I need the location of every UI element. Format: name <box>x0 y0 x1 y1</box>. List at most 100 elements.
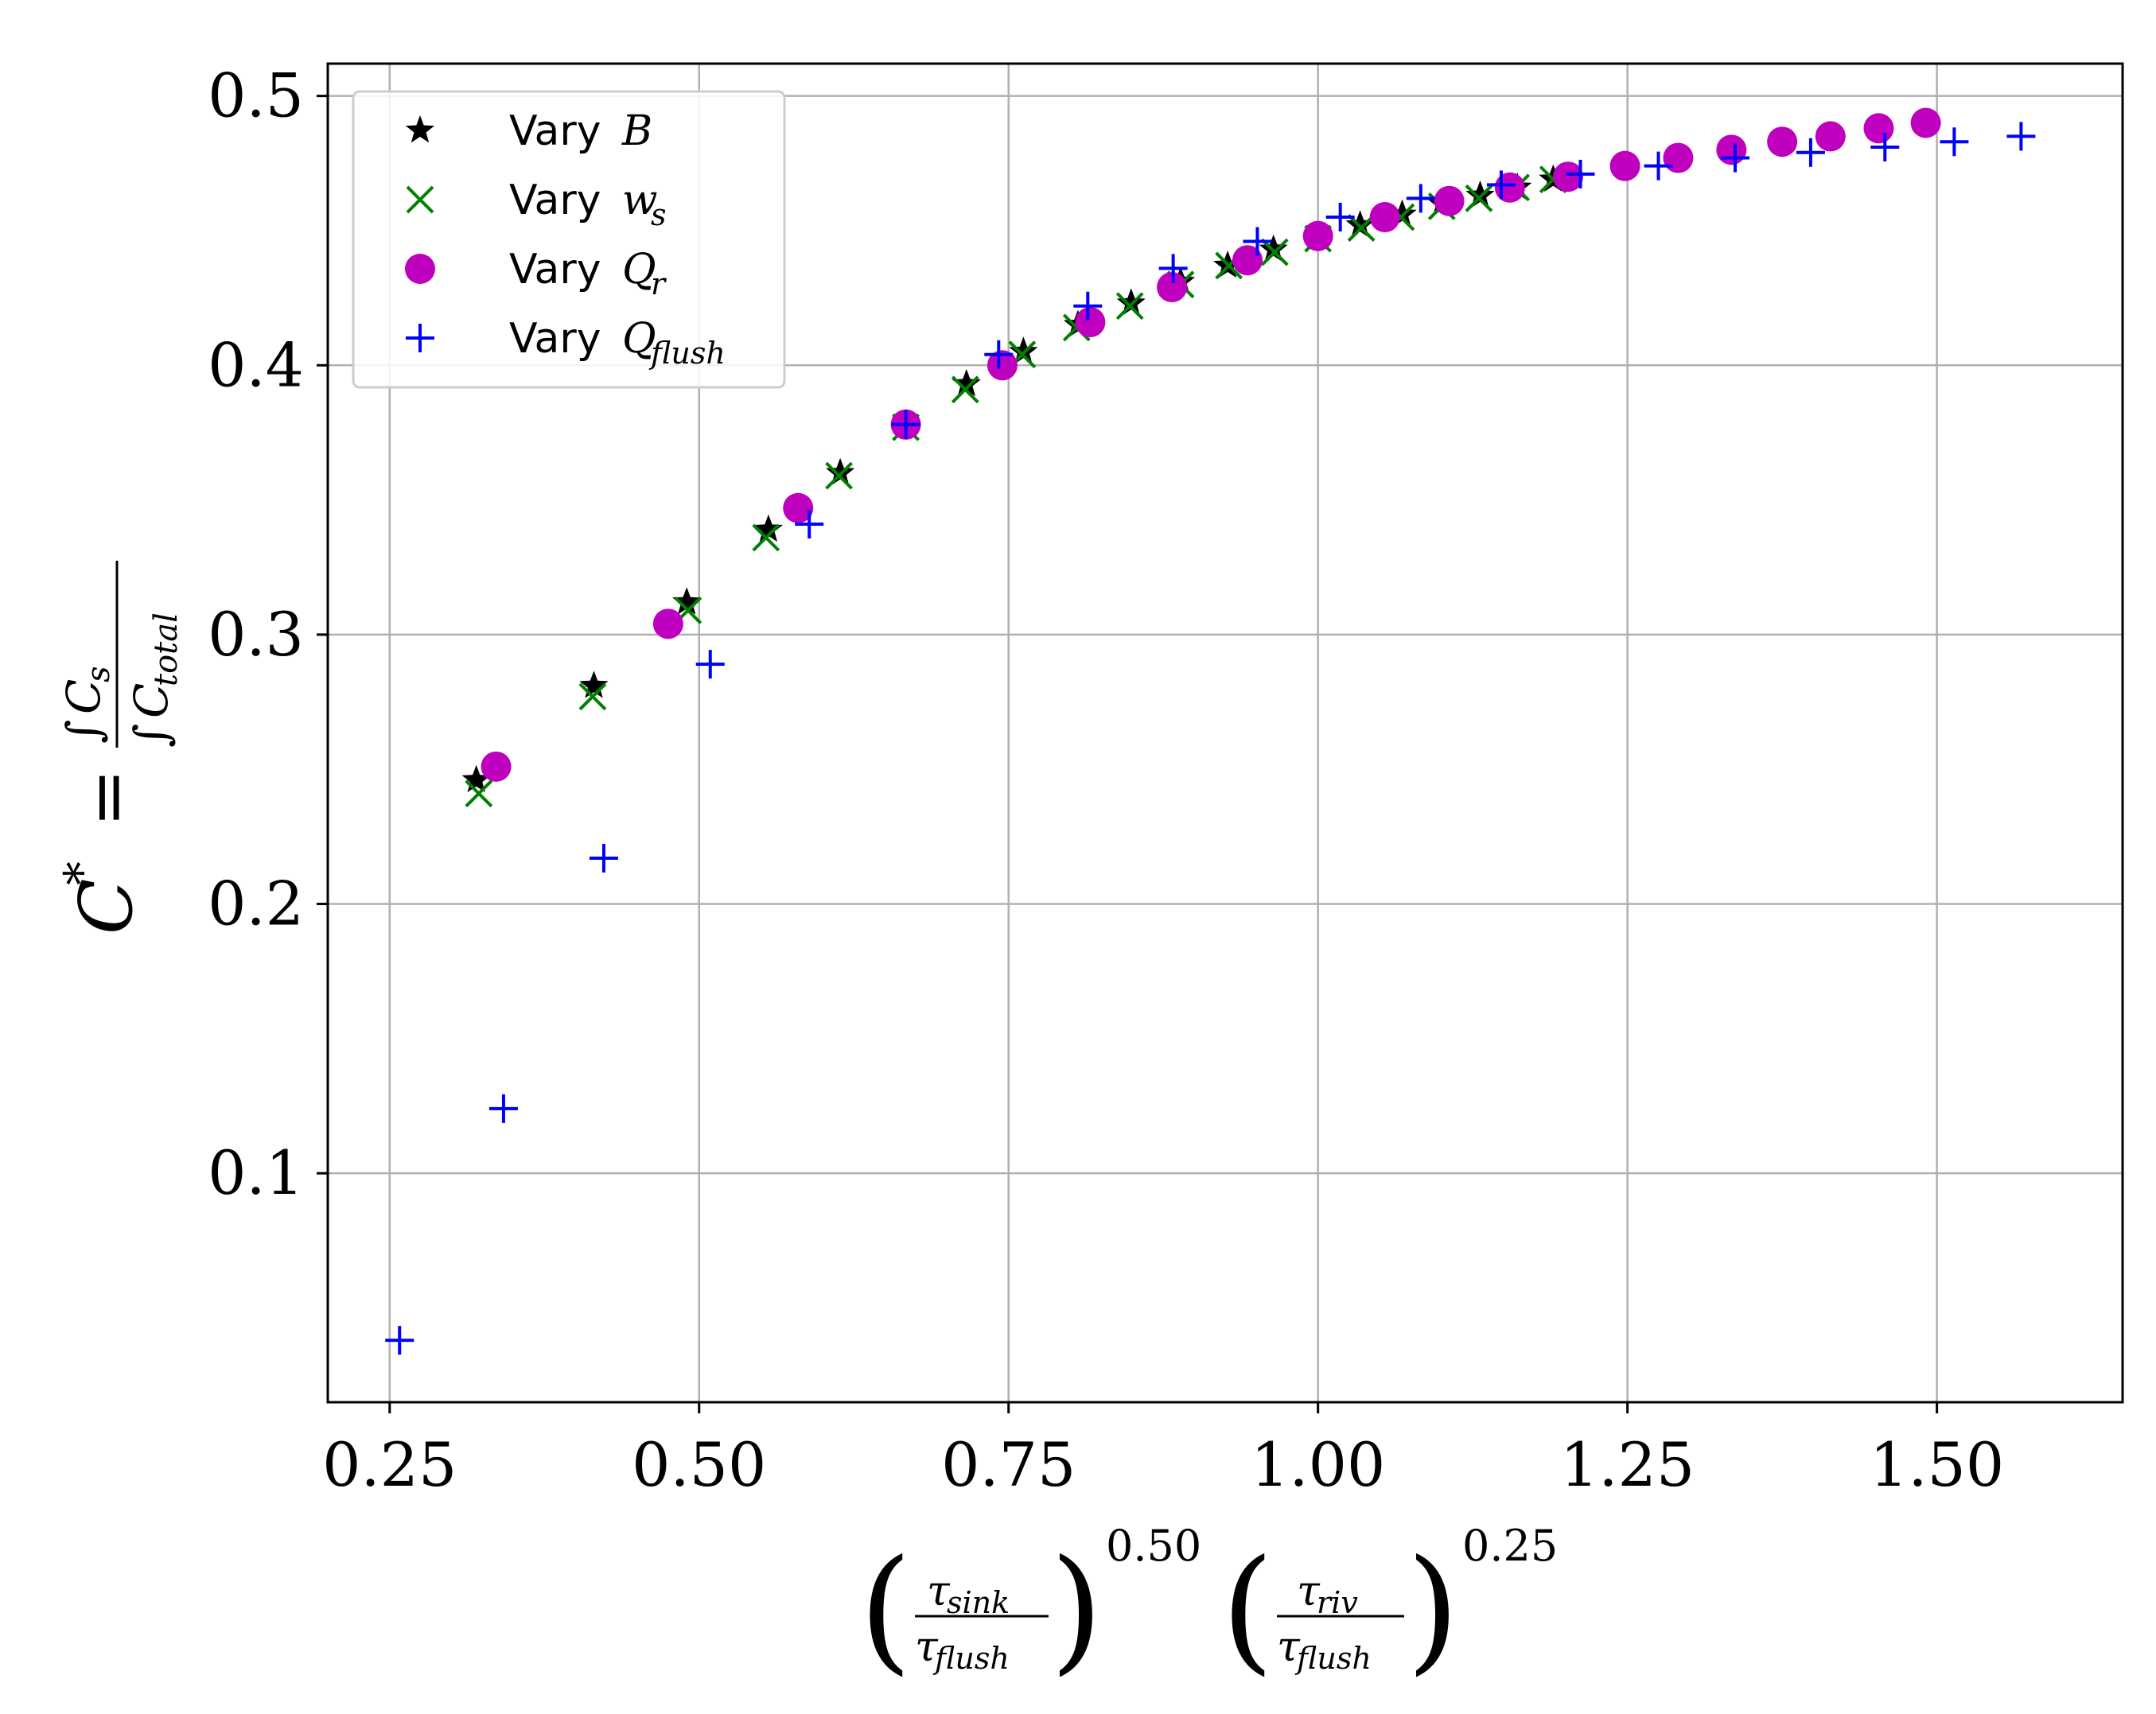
data-point-circle <box>1716 134 1747 165</box>
legend-frame <box>352 90 786 389</box>
x-label-tau-flush-2: τ <box>1277 1623 1301 1671</box>
x-label-tau-flush-1: τ <box>915 1623 939 1671</box>
x-tick-label: 0.50 <box>632 1429 766 1500</box>
data-point-plus <box>1566 159 1595 189</box>
data-point-plus <box>2006 122 2036 151</box>
data-point-plus <box>1796 138 1825 167</box>
data-point-x <box>465 779 493 808</box>
series-2 <box>481 107 1941 782</box>
legend-marker-star <box>405 115 435 143</box>
y-label-star: * <box>54 861 110 885</box>
x-label-exp-025: 0.25 <box>1462 1521 1558 1571</box>
legend-label: Vary <box>509 246 601 293</box>
data-point-star <box>1345 210 1375 238</box>
x-label-rparen-2: ) <box>1407 1531 1459 1689</box>
data-point-x <box>951 375 979 404</box>
data-point-circle <box>1910 107 1941 138</box>
y-label-num-integral: ∫ <box>56 720 111 744</box>
data-point-plus <box>488 1094 518 1123</box>
legend-subscript: s <box>651 197 667 232</box>
y-tick-label: 0.1 <box>208 1137 304 1208</box>
y-axis-label: C * = ∫ C s ∫ C total <box>54 561 185 935</box>
data-point-plus <box>891 410 920 439</box>
x-axis-label: ( τ sink τ flush ) 0.50 ( τ riv τ flush … <box>859 1521 1558 1689</box>
x-tick-label: 0.75 <box>941 1429 1076 1500</box>
data-point-x <box>1347 214 1376 242</box>
y-label-den-c: C <box>124 683 178 718</box>
data-point-plus <box>984 340 1014 369</box>
x-tick-label: 1.50 <box>1870 1429 2004 1500</box>
data-point-x <box>752 523 780 552</box>
data-point-circle <box>1863 113 1894 144</box>
data-point-circle <box>1434 185 1465 216</box>
legend-label: Vary <box>509 315 601 363</box>
data-point-plus <box>1158 254 1188 283</box>
data-point-circle <box>987 350 1018 381</box>
x-label-rparen-1: ) <box>1050 1531 1103 1689</box>
data-point-star <box>952 369 981 397</box>
x-tick-label: 0.25 <box>322 1429 457 1500</box>
data-point-star <box>1465 180 1495 208</box>
data-point-circle <box>1075 307 1106 338</box>
legend-label: Vary <box>509 177 601 224</box>
data-point-circle <box>1232 245 1263 276</box>
x-tick-label: 1.00 <box>1251 1429 1385 1500</box>
x-tick-label: 1.25 <box>1560 1429 1695 1500</box>
data-point-star <box>579 670 609 698</box>
data-point-star <box>1387 199 1417 227</box>
data-point-plus <box>1406 184 1435 213</box>
legend-variable: B <box>621 107 652 155</box>
legend-marker-plus <box>406 324 434 352</box>
data-point-plus <box>1073 291 1103 321</box>
data-point-star <box>1009 336 1038 364</box>
data-point-circle <box>1815 121 1846 152</box>
data-point-star <box>1116 288 1146 316</box>
grid-lines <box>328 64 2123 1402</box>
x-label-exp-050: 0.50 <box>1106 1521 1201 1571</box>
legend-variable: w <box>622 177 658 224</box>
data-point-circle <box>1494 172 1525 203</box>
x-label-riv-sub: riv <box>1317 1585 1358 1620</box>
axis-ticks: 0.25 0.50 0.75 1.00 1.25 1.50 0.1 0.2 0.3 0.4 0.5 <box>208 60 2004 1500</box>
data-point-plus <box>385 1326 414 1355</box>
data-point-star <box>1259 234 1288 262</box>
data-point-circle <box>1767 126 1798 157</box>
legend-subscript: r <box>651 266 667 301</box>
data-point-plus <box>1243 227 1272 256</box>
data-point-circle <box>1302 220 1333 251</box>
data-point-circle <box>783 492 814 523</box>
data-point-plus <box>1870 132 1900 161</box>
legend-label: Vary <box>509 107 601 155</box>
data-point-plus <box>1644 151 1673 181</box>
y-label-den-integral: ∫ <box>124 724 178 748</box>
data-point-circle <box>1609 150 1640 181</box>
x-label-lparen-2: ( <box>1221 1531 1274 1689</box>
legend-marker-x <box>406 185 434 214</box>
data-point-plus <box>1940 127 1969 157</box>
series-3 <box>385 122 2036 1355</box>
legend-marker-circle <box>405 254 435 284</box>
data-point-star <box>826 457 855 486</box>
data-point-circle <box>1157 272 1188 303</box>
data-points <box>385 107 2036 1355</box>
legend-variable: Q <box>622 246 656 293</box>
x-label-flush-sub-1: flush <box>932 1641 1010 1676</box>
data-point-circle <box>481 751 512 782</box>
data-point-x <box>578 682 607 711</box>
data-point-plus <box>695 650 725 679</box>
data-point-circle <box>1369 202 1400 233</box>
data-point-plus <box>1325 203 1355 232</box>
plot-frame <box>326 62 2124 1404</box>
data-point-star <box>753 514 783 542</box>
x-label-tau-sink: τ <box>927 1568 951 1615</box>
data-point-circle <box>1663 142 1694 173</box>
y-label-num-c: C <box>56 679 111 714</box>
y-label-den-sub: total <box>148 612 185 686</box>
data-point-star <box>672 587 702 615</box>
data-point-star <box>461 764 491 793</box>
x-label-tau-riv: τ <box>1297 1568 1321 1615</box>
data-point-plus <box>1721 143 1750 173</box>
y-label-num-sub: s <box>80 666 117 682</box>
legend-subscript: flush <box>648 336 726 371</box>
